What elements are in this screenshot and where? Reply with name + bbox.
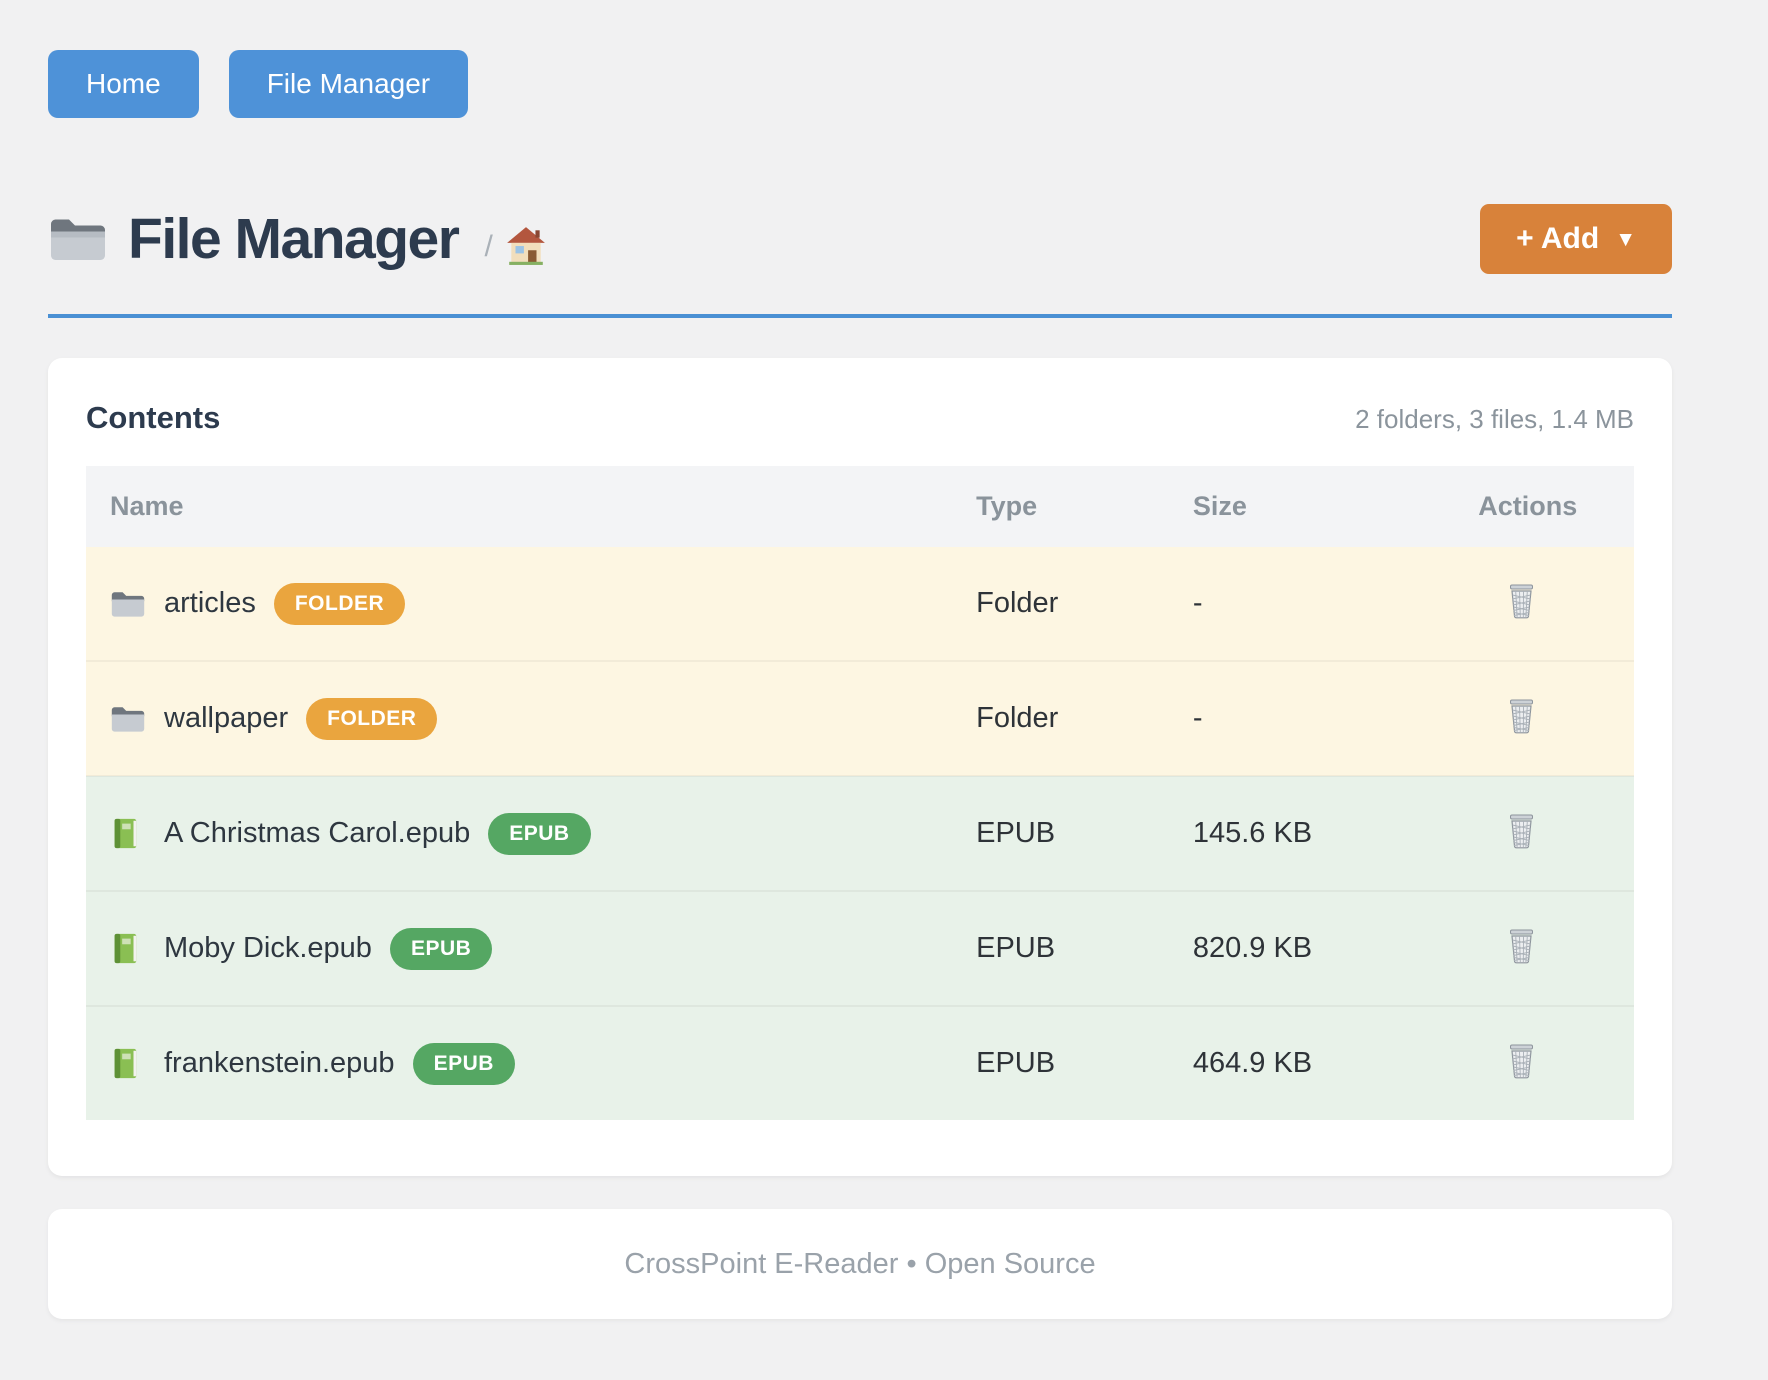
- footer: CrossPoint E-Reader • Open Source: [48, 1209, 1672, 1319]
- top-nav: Home File Manager: [48, 50, 1672, 118]
- title-wrap: File Manager /: [48, 206, 547, 272]
- type-badge: FOLDER: [273, 582, 406, 625]
- book-icon: [110, 932, 146, 966]
- caret-down-icon: ▼: [1615, 228, 1636, 251]
- column-header-size: Size: [1192, 466, 1449, 547]
- contents-title: Contents: [86, 400, 221, 435]
- type-cell: EPUB: [976, 775, 1193, 891]
- size-cell: -: [1192, 660, 1449, 776]
- table-row[interactable]: A Christmas Carol.epub EPUB EPUB 145.6 K…: [86, 775, 1634, 891]
- book-icon: [110, 817, 146, 851]
- column-header-actions: Actions: [1448, 466, 1634, 547]
- file-name: articles: [164, 587, 256, 619]
- trash-icon: [1506, 929, 1537, 967]
- file-name: frankenstein.epub: [164, 1047, 395, 1079]
- table-row[interactable]: frankenstein.epub EPUB EPUB 464.9 KB: [86, 1005, 1634, 1120]
- file-name: Moby Dick.epub: [164, 932, 372, 964]
- book-icon: [110, 1047, 146, 1081]
- type-badge: EPUB: [488, 812, 591, 855]
- contents-card-header: Contents 2 folders, 3 files, 1.4 MB: [86, 400, 1634, 436]
- folder-icon: [48, 213, 108, 265]
- file-name: wallpaper: [164, 702, 289, 734]
- type-cell: EPUB: [976, 890, 1193, 1006]
- page-header: File Manager /: [48, 204, 1672, 274]
- type-cell: EPUB: [976, 1005, 1193, 1120]
- footer-text: CrossPoint E-Reader • Open Source: [624, 1247, 1096, 1280]
- type-badge: EPUB: [412, 1042, 515, 1085]
- table-row[interactable]: Moby Dick.epub EPUB EPUB 820.9 KB: [86, 890, 1634, 1006]
- file-name: A Christmas Carol.epub: [164, 817, 471, 849]
- trash-icon: [1506, 584, 1537, 622]
- breadcrumb-separator: /: [484, 230, 493, 263]
- size-cell: -: [1192, 547, 1449, 661]
- type-badge: EPUB: [389, 927, 493, 970]
- table-row[interactable]: wallpaper FOLDER Folder -: [86, 660, 1634, 776]
- size-cell: 145.6 KB: [1192, 775, 1449, 891]
- table-header-row: Name Type Size Actions: [86, 466, 1634, 547]
- folder-icon: [110, 587, 146, 621]
- delete-button[interactable]: [1506, 696, 1537, 734]
- delete-button[interactable]: [1506, 926, 1537, 964]
- contents-summary: 2 folders, 3 files, 1.4 MB: [1355, 404, 1634, 434]
- delete-button[interactable]: [1506, 581, 1537, 619]
- type-cell: Folder: [976, 660, 1193, 776]
- type-cell: Folder: [976, 547, 1193, 661]
- delete-button[interactable]: [1506, 811, 1537, 849]
- size-cell: 464.9 KB: [1192, 1005, 1449, 1120]
- add-button-label: + Add: [1516, 222, 1600, 255]
- table-row[interactable]: articles FOLDER Folder -: [86, 547, 1634, 661]
- breadcrumb-home-link[interactable]: [505, 225, 547, 270]
- column-header-type: Type: [976, 466, 1193, 547]
- trash-icon: [1506, 699, 1537, 737]
- column-header-name: Name: [86, 466, 977, 547]
- header-divider: [48, 314, 1672, 318]
- delete-button[interactable]: [1506, 1041, 1537, 1079]
- nav-file-manager-button[interactable]: File Manager: [228, 50, 469, 118]
- breadcrumb: /: [484, 225, 546, 270]
- size-cell: 820.9 KB: [1192, 890, 1449, 1006]
- page: Home File Manager File Manager /: [48, 50, 1672, 1319]
- house-icon: [505, 225, 547, 270]
- trash-icon: [1506, 814, 1537, 852]
- type-badge: FOLDER: [306, 697, 438, 740]
- page-title: File Manager: [128, 207, 460, 271]
- add-button[interactable]: + Add ▼: [1480, 204, 1672, 274]
- folder-icon: [110, 702, 146, 736]
- trash-icon: [1506, 1044, 1537, 1082]
- contents-card: Contents 2 folders, 3 files, 1.4 MB Name…: [48, 358, 1672, 1176]
- nav-home-button[interactable]: Home: [48, 50, 199, 118]
- file-table: Name Type Size Actions: [86, 466, 1634, 1120]
